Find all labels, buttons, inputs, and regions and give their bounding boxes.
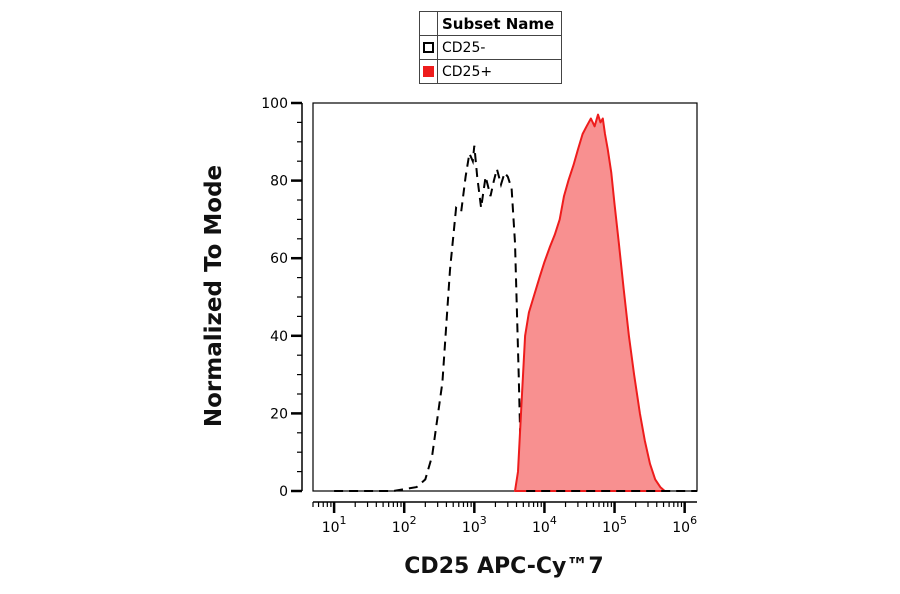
x-axis-title: CD25 APC-Cy™7 — [404, 554, 603, 579]
legend-swatch-cd25-neg — [423, 42, 434, 53]
y-axis-title: Normalized To Mode — [201, 165, 227, 427]
legend-header: Subset Name — [437, 11, 562, 36]
x-tick-base: 10 — [672, 520, 690, 536]
y-tick-label: 60 — [270, 251, 288, 267]
x-tick-base: 10 — [532, 520, 550, 536]
x-tick-exponent: 4 — [550, 514, 557, 527]
legend-table: Subset Name CD25- CD25+ — [419, 11, 562, 84]
x-tick-label: 105 — [602, 514, 627, 536]
legend-row-cd25-pos: CD25+ — [419, 59, 562, 84]
y-tick-label: 80 — [270, 174, 288, 190]
legend-swatch-cell — [419, 35, 438, 60]
legend-label-cell: CD25- — [437, 35, 562, 60]
legend-label-cell: CD25+ — [437, 59, 562, 84]
x-tick-label: 106 — [672, 514, 697, 536]
y-tick-label: 20 — [270, 406, 288, 422]
legend-label-cd25-pos: CD25+ — [442, 63, 493, 80]
x-tick-base: 10 — [462, 520, 480, 536]
legend-header-row: Subset Name — [419, 11, 562, 36]
x-tick-base: 10 — [322, 520, 340, 536]
y-tick-label: 100 — [261, 96, 288, 112]
x-tick-exponent: 6 — [690, 514, 697, 527]
x-tick-base: 10 — [602, 520, 620, 536]
x-tick-exponent: 5 — [620, 514, 627, 527]
legend-row-cd25-neg: CD25- — [419, 35, 562, 60]
series-cd25-neg-line — [334, 145, 527, 492]
x-tick-label: 102 — [392, 514, 417, 536]
y-tick-label: 0 — [279, 484, 288, 500]
y-tick-label: 40 — [270, 329, 288, 345]
x-tick-label: 101 — [322, 514, 347, 536]
series-cd25-pos-area — [514, 113, 666, 492]
x-tick-label: 103 — [462, 514, 487, 536]
legend-label-cd25-neg: CD25- — [442, 39, 486, 56]
plot-frame — [312, 102, 698, 492]
x-tick-exponent: 1 — [340, 514, 347, 527]
x-tick-base: 10 — [392, 520, 410, 536]
legend-swatch-cd25-pos — [423, 66, 434, 77]
x-tick-exponent: 2 — [410, 514, 417, 527]
plot-area — [312, 102, 698, 492]
x-tick-label: 104 — [532, 514, 557, 536]
x-tick-exponent: 3 — [480, 514, 487, 527]
